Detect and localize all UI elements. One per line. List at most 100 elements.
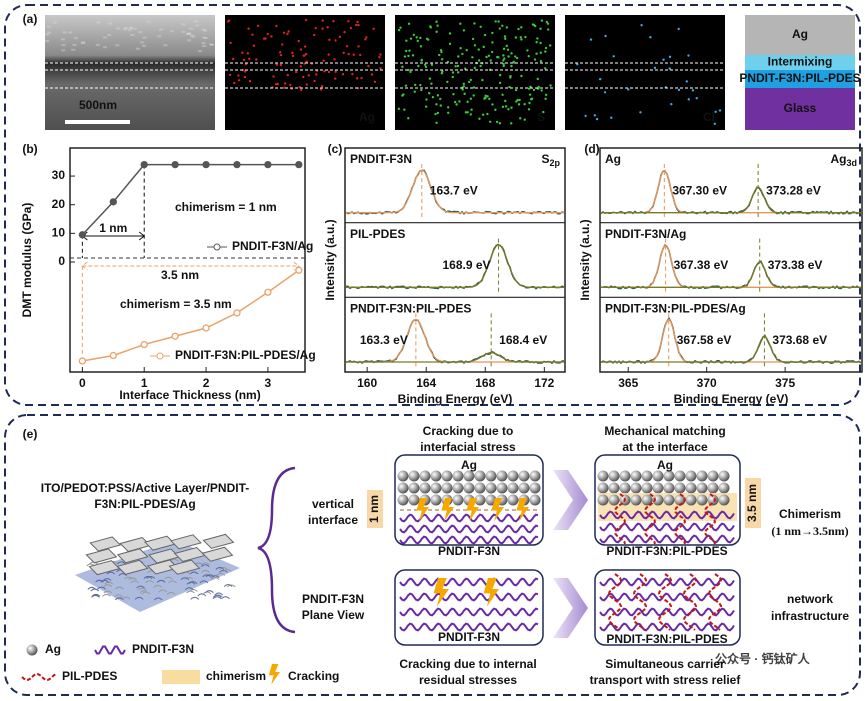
ag-atom [474, 470, 486, 482]
eds-dot [491, 31, 494, 35]
eds-dot [399, 26, 402, 29]
eds-dot [407, 117, 410, 120]
eds-dot [407, 54, 410, 58]
eds-dot [323, 70, 326, 73]
pil-chain [614, 493, 626, 545]
device-fiber [216, 573, 226, 576]
eds-dot [364, 38, 367, 41]
eds-dot [227, 19, 231, 22]
polymer-chain [599, 577, 735, 587]
eds-dot [237, 79, 241, 82]
eds-dot [286, 32, 289, 36]
eds-dot [457, 71, 460, 74]
eds-dot [272, 75, 275, 78]
device-fiber [137, 587, 147, 591]
device-flake [201, 546, 234, 562]
eds-dot [677, 88, 681, 92]
eds-dot [610, 116, 613, 119]
eds-dot [241, 51, 244, 54]
ag-atom [608, 470, 620, 482]
box-label: PNDIT-F3N:PIL-PDES [606, 632, 727, 646]
ag-atom [485, 482, 497, 494]
thickness-label: 1 nm [367, 495, 381, 523]
eds-dot [251, 33, 254, 36]
device-base [75, 540, 240, 612]
device-fiber [184, 576, 194, 580]
note: infrastructure [771, 609, 849, 623]
eds-dot [345, 44, 349, 48]
ag-atom [597, 494, 609, 506]
ag-atom [496, 482, 508, 494]
ag-atom [397, 482, 409, 494]
eds-dot [489, 59, 492, 62]
core-level-sub: 3d [846, 158, 857, 168]
eds-dot [528, 101, 531, 105]
series-line [81, 163, 299, 236]
crack-icon [516, 498, 529, 522]
ag-atom [408, 470, 420, 482]
eds-dot [347, 52, 350, 56]
ag-atom [474, 494, 486, 506]
frame-bottom [4, 414, 861, 696]
device-fiber [121, 596, 131, 600]
device-fiber [163, 576, 173, 580]
eds-dot [502, 64, 505, 68]
ag-atom [463, 482, 475, 494]
eds-dot [481, 113, 485, 116]
eds-dot [338, 35, 342, 39]
sem-texture [62, 31, 67, 34]
heading: Mechanical matching [604, 424, 725, 438]
legend-label: chimerism [206, 669, 266, 683]
eds-dot [427, 92, 431, 95]
ag-atom [397, 470, 409, 482]
eds-dot [486, 95, 489, 98]
eds-dot [347, 20, 350, 23]
eds-dot [455, 103, 458, 106]
eds-dot [291, 51, 294, 55]
eds-dot [314, 27, 317, 30]
eds-dot [403, 55, 407, 58]
device-fiber [114, 586, 124, 590]
eds-dot [237, 74, 240, 77]
sem-texture [52, 21, 57, 24]
eds-dot [334, 39, 337, 42]
eds-dot [419, 45, 423, 48]
eds-dot [526, 49, 529, 52]
sem-texture [202, 44, 207, 47]
eds-dot [501, 24, 504, 27]
eds-dot [510, 122, 513, 125]
eds-dot [430, 82, 433, 85]
ag-atom [507, 494, 519, 506]
ag-atom [652, 470, 664, 482]
eds-dot [519, 36, 522, 39]
peak-label: 373.28 eV [766, 183, 821, 197]
sem-texture [108, 22, 113, 25]
eds-dot [409, 70, 412, 74]
device-fiber [186, 590, 195, 594]
eds-dot [352, 53, 355, 56]
sem-texture [80, 42, 85, 45]
eds-dot [279, 53, 283, 57]
sem-image [45, 15, 215, 130]
map-label: Cl [703, 110, 715, 124]
eds-dot [287, 30, 290, 33]
y-tick-label: 20 [52, 197, 66, 211]
ag-atom [408, 482, 420, 494]
plot-frame [599, 147, 863, 373]
panel-name: PNDIT-F3N:PIL-PDES [350, 302, 471, 316]
eds-dot [419, 36, 422, 40]
eds-dot [514, 88, 518, 92]
ag-atom [619, 482, 631, 494]
eds-map [395, 15, 555, 130]
eds-dot [498, 73, 502, 77]
sem-texture [60, 38, 65, 41]
eds-dot [321, 19, 324, 22]
point [202, 324, 210, 332]
eds-dot [536, 77, 539, 81]
sem-texture [187, 33, 192, 36]
ag-atom [707, 482, 719, 494]
eds-dot [405, 39, 408, 42]
eds-dot [303, 54, 306, 57]
eds-dot [494, 20, 497, 23]
